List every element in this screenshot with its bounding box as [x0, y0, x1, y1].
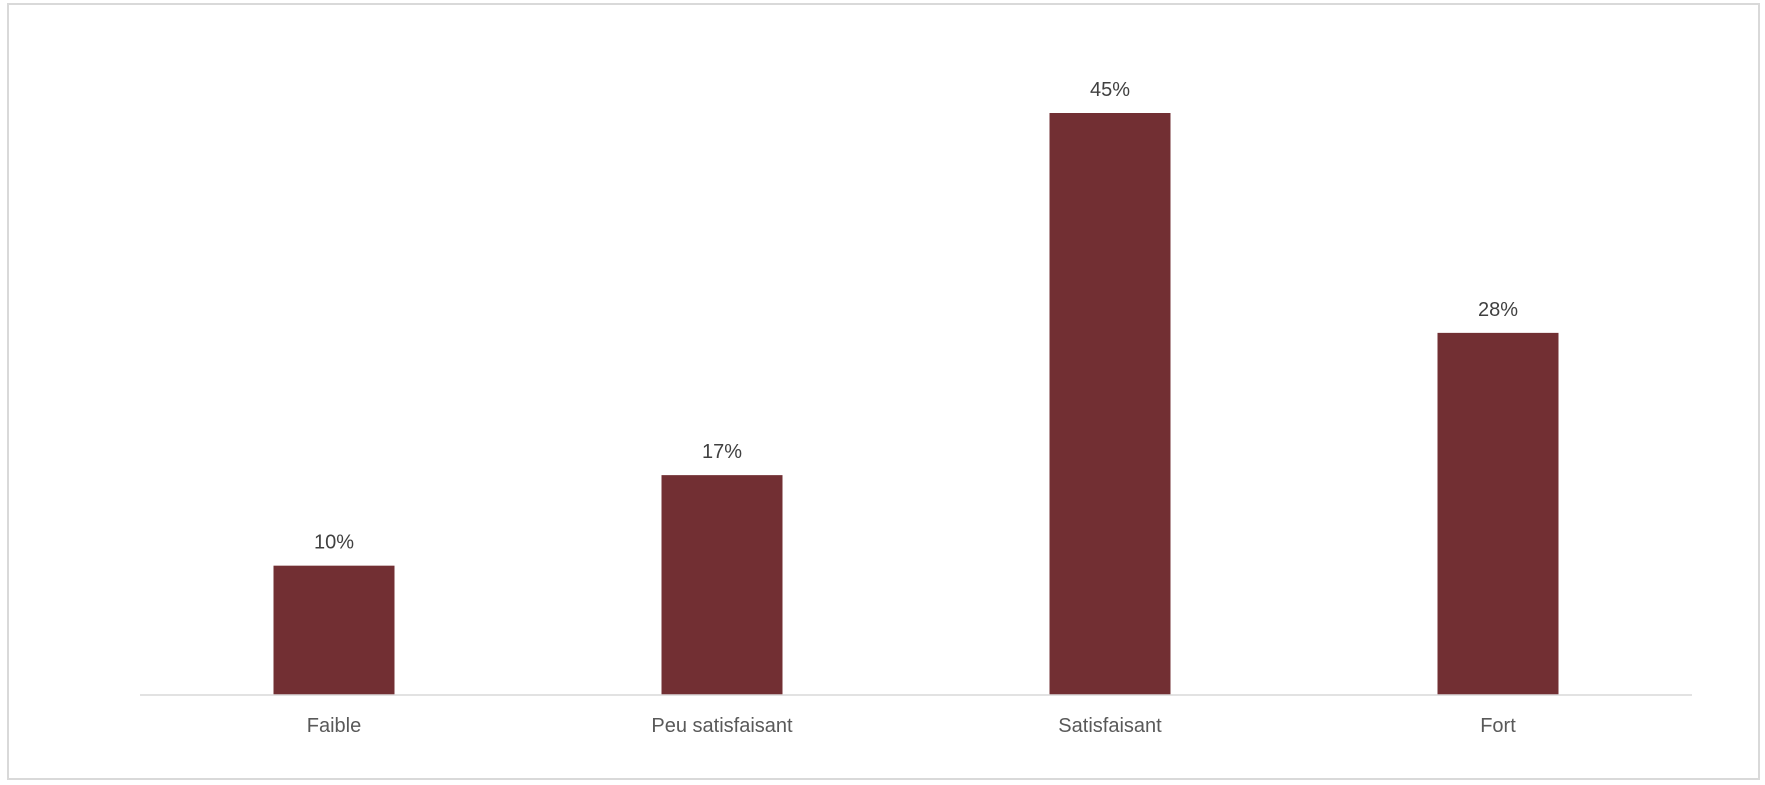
bars-layer [273, 113, 1559, 695]
bar-0 [273, 565, 395, 695]
category-label-3: Fort [1480, 715, 1516, 737]
value-labels-layer: 10% 17% 45% 28% [314, 79, 1518, 554]
data-label-3: 28% [1478, 299, 1518, 321]
bar-2 [1049, 113, 1171, 695]
data-label-1: 17% [702, 441, 742, 463]
bar-3 [1437, 332, 1559, 695]
bar-1 [661, 475, 783, 695]
category-label-1: Peu satisfaisant [651, 715, 793, 737]
category-label-2: Satisfaisant [1058, 715, 1162, 737]
category-labels-layer: Faible Peu satisfaisant Satisfaisant Fort [307, 715, 1516, 737]
data-label-2: 45% [1090, 79, 1130, 101]
category-label-0: Faible [307, 715, 361, 737]
data-label-0: 10% [314, 532, 354, 554]
